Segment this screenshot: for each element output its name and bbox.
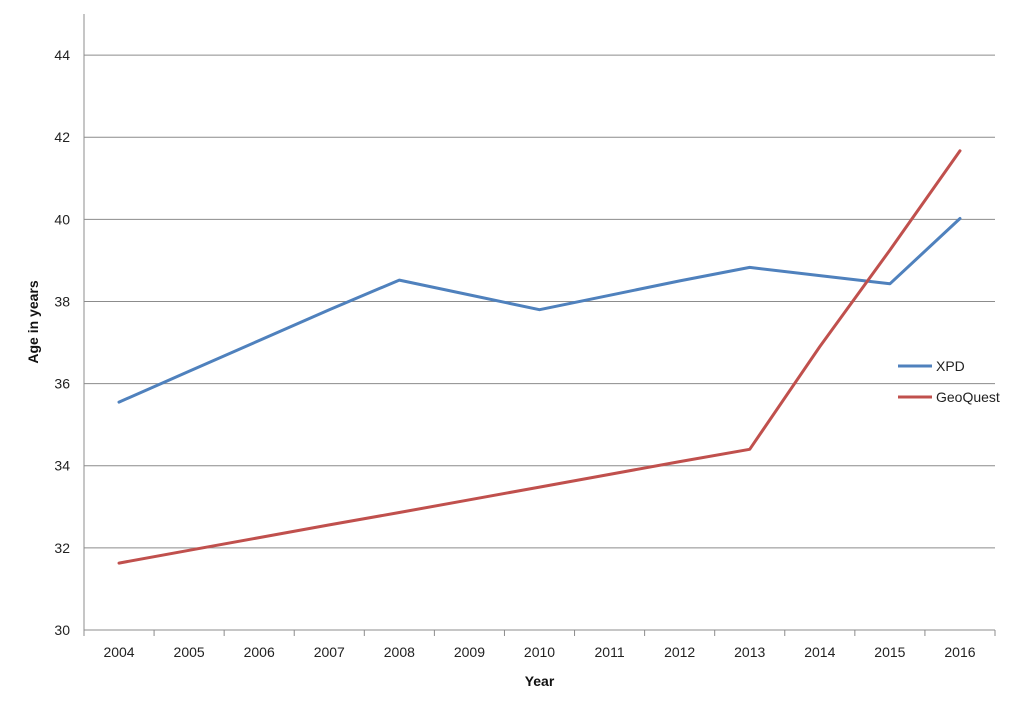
y-tick-label: 42 xyxy=(54,129,70,145)
y-tick-label: 36 xyxy=(54,376,70,392)
x-tick-label: 2005 xyxy=(174,644,205,660)
gridlines xyxy=(84,54,995,549)
y-tick-label: 44 xyxy=(54,47,70,63)
x-tick-label: 2007 xyxy=(314,644,345,660)
x-tick-label: 2008 xyxy=(384,644,415,660)
x-tick-label: 2014 xyxy=(804,644,835,660)
x-tick-label: 2016 xyxy=(944,644,975,660)
y-tick-label: 32 xyxy=(54,540,70,556)
x-tick-label: 2012 xyxy=(664,644,695,660)
y-axis-title: Age in years xyxy=(25,280,41,363)
x-tick-label: 2004 xyxy=(103,644,134,660)
x-tick-label: 2006 xyxy=(244,644,275,660)
axes: 30 32 34 36 38 40 42 44 2004 2005 2006 2007 2008 2009… xyxy=(54,14,996,660)
legend-label: GeoQuest xyxy=(936,389,1000,405)
legend: XPD GeoQuest xyxy=(898,358,1000,405)
series xyxy=(117,149,962,565)
x-tick-label: 2015 xyxy=(874,644,905,660)
y-tick-label: 40 xyxy=(54,211,70,227)
series-line-xpd xyxy=(117,217,962,404)
legend-label: XPD xyxy=(936,358,965,374)
x-tick-label: 2013 xyxy=(734,644,765,660)
y-tick-label: 34 xyxy=(54,458,70,474)
x-tick-label: 2009 xyxy=(454,644,485,660)
series-line-geoquest xyxy=(117,149,962,565)
x-axis-title: Year xyxy=(525,673,555,689)
x-tick-label: 2011 xyxy=(595,644,625,660)
y-tick-label: 38 xyxy=(54,293,70,309)
y-tick-label: 30 xyxy=(54,622,70,638)
x-tick-label: 2010 xyxy=(524,644,555,660)
